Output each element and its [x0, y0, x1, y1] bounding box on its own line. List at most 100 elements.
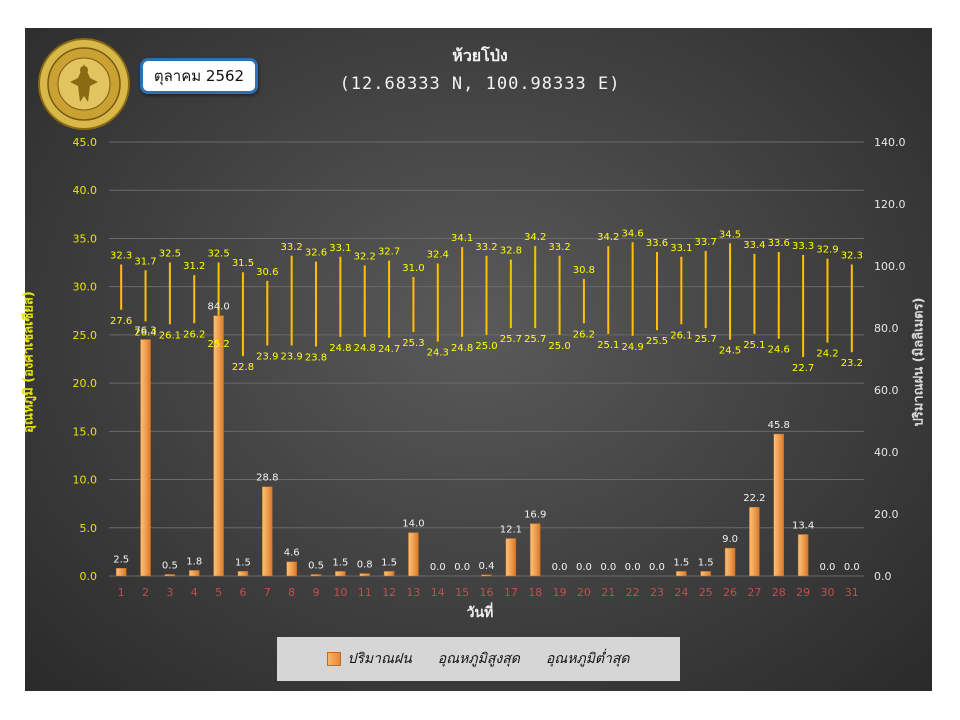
- max-temp-label: 33.1: [329, 243, 351, 254]
- rain-value-label: 1.5: [673, 557, 689, 568]
- rain-bar: [359, 573, 370, 577]
- max-temp-label: 31.7: [134, 256, 156, 267]
- min-temp-label: 26.2: [183, 329, 205, 340]
- legend-item-min-temp: อุณหภูมิต่ำสุด: [546, 648, 630, 670]
- y-right-tick-label: 100.0: [874, 260, 906, 273]
- rain-value-label: 1.8: [186, 556, 202, 567]
- x-tick-label: 15: [455, 586, 469, 599]
- y-left-tick-label: 10.0: [73, 474, 98, 487]
- x-axis-title: วันที่: [466, 605, 494, 621]
- min-temp-label: 24.8: [354, 343, 376, 354]
- x-tick-label: 7: [264, 586, 271, 599]
- min-temp-label: 27.6: [110, 316, 132, 327]
- max-temp-label: 32.9: [816, 245, 838, 256]
- x-tick-label: 21: [601, 586, 615, 599]
- max-temp-label: 33.3: [792, 241, 814, 252]
- rain-value-label: 14.0: [402, 519, 424, 530]
- rain-value-label: 0.0: [844, 562, 860, 573]
- y-right-tick-label: 120.0: [874, 198, 906, 211]
- rain-bar: [262, 486, 273, 577]
- rain-bar: [115, 568, 127, 577]
- rain-value-label: 1.5: [332, 557, 348, 568]
- y-left-tick-label: 45.0: [73, 136, 98, 149]
- rain-bar: [724, 547, 736, 577]
- min-temp-label: 25.1: [743, 340, 765, 351]
- y-left-tick-label: 15.0: [73, 425, 98, 438]
- x-tick-label: 28: [772, 586, 786, 599]
- x-tick-label: 17: [504, 586, 518, 599]
- max-temp-label: 33.2: [548, 242, 570, 253]
- x-tick-label: 6: [239, 586, 246, 599]
- max-temp-label: 34.6: [621, 228, 643, 239]
- x-tick-label: 27: [747, 586, 761, 599]
- max-temp-label: 30.8: [573, 265, 595, 276]
- x-tick-label: 26: [723, 586, 737, 599]
- min-temp-label: 24.6: [768, 345, 790, 356]
- rain-value-label: 16.9: [524, 510, 546, 521]
- y-right-tick-label: 20.0: [874, 508, 899, 521]
- max-temp-label: 33.1: [670, 243, 692, 254]
- x-tick-label: 5: [215, 586, 222, 599]
- max-temp-label: 32.8: [500, 246, 522, 257]
- rain-value-label: 0.0: [649, 562, 665, 573]
- min-temp-label: 23.2: [841, 358, 863, 369]
- x-tick-label: 8: [288, 586, 295, 599]
- min-temp-label: 24.7: [378, 344, 400, 355]
- min-temp-label: 26.4: [134, 327, 156, 338]
- min-temp-label: 23.8: [305, 352, 327, 363]
- rain-value-label: 0.0: [576, 562, 592, 573]
- max-temp-label: 32.3: [841, 250, 863, 261]
- max-temp-label: 32.4: [427, 250, 449, 261]
- rain-value-label: 0.5: [162, 560, 178, 571]
- min-temp-label: 23.9: [256, 351, 278, 362]
- x-tick-label: 11: [358, 586, 372, 599]
- rain-bar: [335, 571, 346, 577]
- min-temp-label: 24.8: [451, 343, 473, 354]
- meteorological-department-seal-icon: [38, 38, 130, 130]
- chart-legend: ปริมาณฝน อุณหภูมิสูงสุด อุณหภูมิต่ำสุด: [277, 637, 680, 681]
- max-temp-label: 32.5: [159, 249, 181, 260]
- y-left-tick-label: 30.0: [73, 281, 98, 294]
- y-right-tick-label: 60.0: [874, 384, 899, 397]
- x-tick-label: 31: [845, 586, 859, 599]
- rain-bar: [140, 339, 151, 577]
- max-temp-label: 31.5: [232, 258, 254, 269]
- x-tick-label: 22: [626, 586, 640, 599]
- min-temp-label: 25.0: [548, 341, 570, 352]
- rain-value-label: 0.8: [357, 560, 373, 571]
- rain-value-label: 0.0: [625, 562, 641, 573]
- min-temp-label: 25.7: [524, 334, 546, 345]
- max-temp-label: 32.6: [305, 248, 327, 259]
- chart-panel: [25, 28, 932, 691]
- x-tick-label: 18: [528, 586, 542, 599]
- x-tick-label: 19: [553, 586, 567, 599]
- rain-value-label: 1.5: [381, 557, 397, 568]
- rain-value-label: 0.0: [430, 562, 446, 573]
- rain-value-label: 4.6: [284, 548, 300, 559]
- x-tick-label: 16: [480, 586, 494, 599]
- rain-bar: [749, 506, 760, 577]
- min-temp-label: 25.3: [402, 338, 424, 349]
- min-temp-label: 24.8: [329, 343, 351, 354]
- rain-bar: [408, 532, 419, 577]
- rain-value-label: 2.5: [113, 554, 129, 565]
- max-temp-label: 30.6: [256, 267, 278, 278]
- max-temp-label: 31.0: [402, 263, 424, 274]
- station-title: ห้วยโป่ง: [452, 46, 508, 65]
- min-temp-label: 25.7: [695, 334, 717, 345]
- month-label: ตุลาคม 2562: [153, 67, 245, 85]
- x-tick-label: 30: [820, 586, 834, 599]
- y-left-tick-label: 40.0: [73, 184, 98, 197]
- max-temp-label: 34.5: [719, 229, 741, 240]
- rain-value-label: 45.8: [768, 420, 790, 431]
- y-left-tick-label: 0.0: [80, 570, 98, 583]
- max-temp-label: 32.5: [207, 249, 229, 260]
- legend-swatch-rain: [327, 652, 342, 666]
- max-temp-label: 33.2: [281, 242, 303, 253]
- y-axis-right-title: ปริมาณฝน (มิลลิเมตร): [911, 297, 927, 427]
- rain-bar: [383, 571, 395, 577]
- max-temp-label: 33.4: [743, 240, 765, 251]
- max-temp-label: 32.3: [110, 250, 132, 261]
- rain-bar: [188, 570, 200, 577]
- min-temp-label: 25.1: [597, 340, 619, 351]
